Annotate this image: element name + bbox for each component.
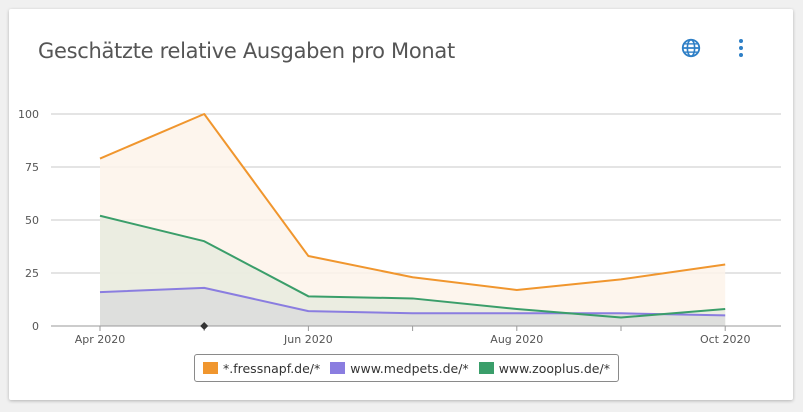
x-tick-label: Aug 2020	[490, 333, 543, 346]
chart-legend: *.fressnapf.de/* www.medpets.de/* www.zoop…	[194, 354, 619, 382]
x-tick-label: Jun 2020	[283, 333, 333, 346]
y-tick-label: 25	[25, 267, 39, 280]
chart-title: Geschätzte relative Ausgaben pro Monat	[38, 39, 455, 63]
legend-swatch	[478, 362, 494, 374]
globe-button[interactable]	[677, 34, 705, 62]
line-fressnapf-de	[99, 113, 726, 291]
chart-card: Geschätzte relative Ausgaben pro Monat 0…	[9, 9, 793, 400]
legend-item[interactable]: www.medpets.de/*	[330, 360, 469, 376]
legend-item[interactable]: www.zooplus.de/*	[478, 360, 610, 376]
series-lines	[99, 113, 726, 319]
legend-swatch	[330, 362, 346, 374]
legend-label: www.zooplus.de/*	[498, 360, 610, 376]
more-vertical-icon	[739, 39, 743, 57]
x-tick-label: Apr 2020	[75, 333, 126, 346]
series-areas	[100, 114, 726, 326]
area-chart: 0 25 50 75 100 Apr 2020 Jun 2020 Aug 2020 Oct 20…	[18, 108, 781, 346]
area-www-medpets-de	[100, 287, 726, 326]
more-options-button[interactable]	[727, 34, 755, 62]
globe-icon	[681, 38, 701, 58]
legend-label: *.fressnapf.de/*	[223, 360, 321, 376]
y-tick-label: 75	[25, 161, 39, 174]
y-tick-label: 0	[32, 320, 39, 333]
area-www-zooplus-de	[100, 215, 726, 326]
axes: 0 25 50 75 100 Apr 2020 Jun 2020 Aug 2020 Oct 20…	[18, 108, 781, 346]
y-tick-label: 50	[25, 214, 39, 227]
x-tick-label: Oct 2020	[700, 333, 751, 346]
x-marker-icon	[200, 322, 209, 330]
legend-swatch	[203, 362, 218, 374]
legend-label: www.medpets.de/*	[350, 360, 469, 376]
y-tick-label: 100	[18, 108, 39, 121]
legend-item[interactable]: *.fressnapf.de/*	[203, 361, 320, 376]
line-www-medpets-de	[99, 286, 726, 317]
line-www-zooplus-de	[99, 214, 726, 319]
